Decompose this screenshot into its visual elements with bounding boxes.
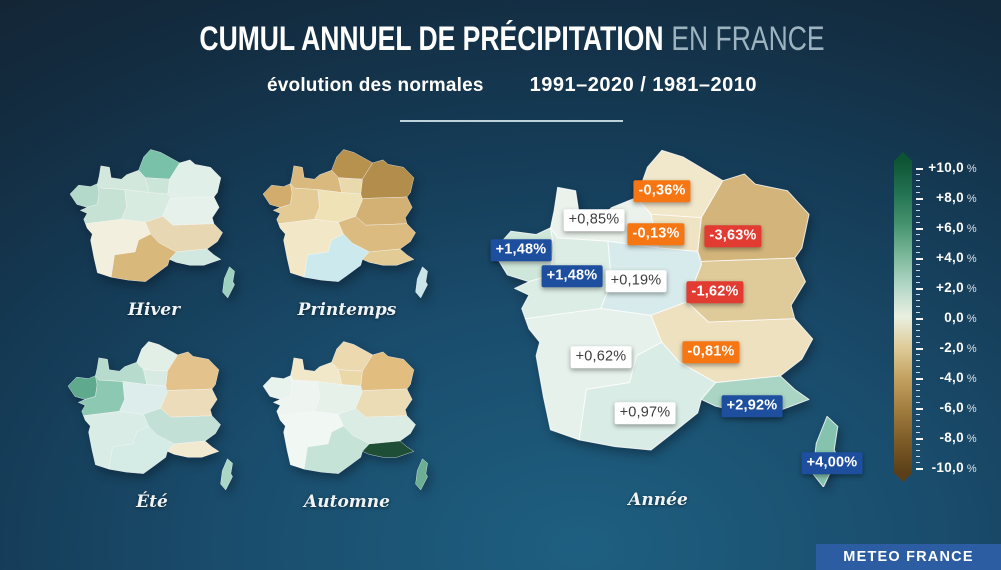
france-map-svg — [263, 149, 428, 298]
legend-tip-bottom — [894, 473, 912, 482]
legend-tick-label: +10,0% — [928, 160, 977, 175]
legend-tick-label: -4,0% — [939, 370, 977, 385]
map-automne: Automne — [263, 340, 431, 512]
france-map-svg — [493, 149, 839, 487]
season-label-hiver: Hiver — [127, 300, 181, 320]
divider — [400, 120, 623, 122]
header: CUMUL ANNUEL DE PRÉCIPITATION EN FRANCE é… — [12, 0, 1001, 97]
legend-tick-label: +2,0% — [936, 280, 977, 295]
title-main: CUMUL ANNUEL DE PRÉCIPITATION — [199, 20, 664, 58]
france-map-svg — [70, 149, 235, 298]
subtitle: évolution des normales 1991–2020 / 1981–… — [12, 74, 1001, 97]
legend-tick-label: -10,0% — [931, 460, 977, 475]
color-scale-legend: +10,0% +8,0% +6,0% +4,0% +2,0% 0,0% -2,0% -4,0%… — [892, 148, 998, 488]
legend-bar — [894, 160, 912, 473]
legend-tick-label: +8,0% — [936, 190, 977, 205]
legend-ticks — [892, 148, 998, 488]
subtitle-periods: 1991–2020 / 1981–2010 — [529, 74, 757, 96]
season-label-annee: Année — [628, 490, 688, 510]
map-annee: Année — [493, 147, 845, 510]
legend-tip-top — [894, 152, 912, 161]
meteo-france-logo: METEO FRANCE — [816, 544, 1001, 570]
subtitle-label: évolution des normales — [266, 75, 484, 96]
map-printemps: Printemps — [263, 148, 431, 320]
map-hiver: Hiver — [70, 148, 238, 320]
page-title: CUMUL ANNUEL DE PRÉCIPITATION EN FRANCE — [122, 0, 902, 57]
legend-tick-label: -8,0% — [939, 430, 977, 445]
title-region: EN FRANCE — [671, 20, 825, 58]
legend-tick-label: 0,0% — [944, 310, 977, 325]
france-map-svg — [263, 341, 428, 490]
legend-tick-label: -6,0% — [939, 400, 977, 415]
season-label-printemps: Printemps — [297, 300, 397, 320]
legend-tick-label: +4,0% — [936, 250, 977, 265]
season-label-automne: Automne — [304, 492, 390, 512]
map-ete: Été — [68, 340, 236, 512]
legend-tick-label: -2,0% — [939, 340, 977, 355]
legend-tick-label: +6,0% — [936, 220, 977, 235]
season-label-ete: Été — [136, 492, 168, 512]
france-map-svg — [68, 341, 233, 490]
